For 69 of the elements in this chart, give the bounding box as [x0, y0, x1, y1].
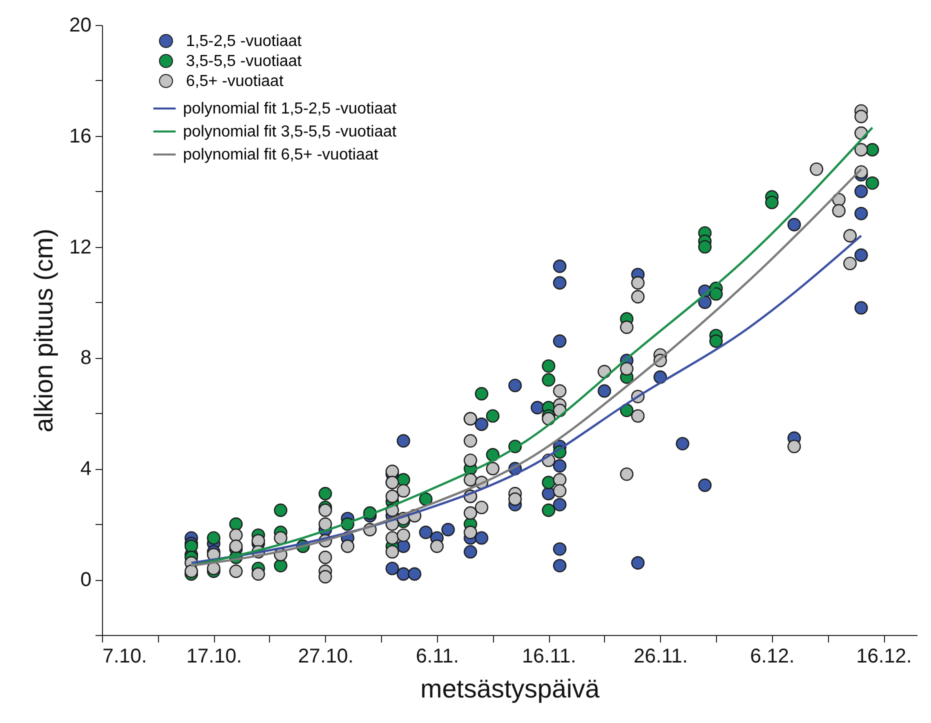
- legend-label: polynomial fit 3,5-5,5 -vuotiaat: [183, 124, 397, 140]
- point: [508, 378, 522, 392]
- x-tick-label: 26.11.: [634, 646, 688, 668]
- point: [542, 504, 556, 517]
- point: [542, 359, 556, 373]
- point: [854, 248, 868, 262]
- point: [553, 260, 566, 273]
- y-tick-label: 12: [69, 236, 92, 258]
- point: [396, 434, 410, 448]
- point: [676, 436, 690, 450]
- y-axis-title: alkion pituus (cm): [28, 228, 58, 432]
- point: [787, 218, 801, 232]
- legend-label: 6,5+ -vuotiaat: [186, 73, 284, 90]
- x-tick-label: 17.10.: [186, 646, 242, 668]
- point: [396, 567, 410, 581]
- x-axis-title: metsästyspäivä: [420, 674, 600, 704]
- point: [318, 486, 332, 500]
- point: [598, 384, 612, 398]
- point: [474, 531, 488, 545]
- point: [866, 176, 880, 190]
- point: [553, 334, 566, 348]
- point: [765, 196, 779, 210]
- point: [553, 459, 566, 473]
- point: [474, 387, 488, 400]
- legend-label: polynomial fit 6,5+ -vuotiaat: [183, 146, 379, 164]
- point: [542, 476, 556, 490]
- point: [631, 556, 645, 570]
- x-tick-label: 6.11.: [416, 646, 459, 668]
- point: [419, 526, 432, 540]
- point: [854, 184, 868, 198]
- y-tick-label: 8: [80, 347, 92, 370]
- point: [386, 562, 399, 576]
- point: [206, 531, 220, 545]
- point: [709, 334, 723, 348]
- point: [530, 400, 544, 414]
- point: [274, 558, 288, 572]
- point: [854, 206, 868, 220]
- point: [408, 567, 422, 581]
- point: [419, 492, 432, 506]
- point: [464, 545, 478, 559]
- point: [553, 498, 566, 512]
- y-tick-label: 0: [80, 569, 92, 592]
- point: [854, 301, 868, 315]
- y-tick-label: 16: [69, 125, 92, 148]
- point: [553, 558, 566, 572]
- point: [866, 143, 880, 156]
- legend-label: 3,5-5,5 -vuotiaat: [186, 53, 302, 70]
- point: [486, 409, 500, 423]
- legend-label: 1,5-2,5 -vuotiaat: [186, 33, 302, 50]
- point: [542, 373, 556, 387]
- point: [229, 517, 243, 531]
- point: [698, 296, 712, 309]
- point: [553, 276, 566, 290]
- point: [184, 540, 198, 553]
- x-tick-label: 27.10.: [298, 646, 354, 668]
- point: [553, 542, 566, 556]
- x-tick-label: 16.12.: [856, 646, 912, 668]
- point: [709, 287, 723, 301]
- point: [698, 240, 712, 254]
- x-tick-label: 6.12.: [750, 646, 795, 668]
- point: [274, 504, 288, 517]
- point: [698, 478, 712, 492]
- x-tick-label: 16.11.: [522, 646, 576, 668]
- point: [474, 418, 488, 431]
- y-tick-label: 4: [80, 458, 92, 480]
- y-tick-label: 20: [69, 14, 92, 36]
- legend-label: polynomial fit 1,5-2,5 -vuotiaat: [183, 100, 397, 118]
- point: [441, 522, 455, 536]
- x-tick-label: 7.10.: [102, 646, 147, 668]
